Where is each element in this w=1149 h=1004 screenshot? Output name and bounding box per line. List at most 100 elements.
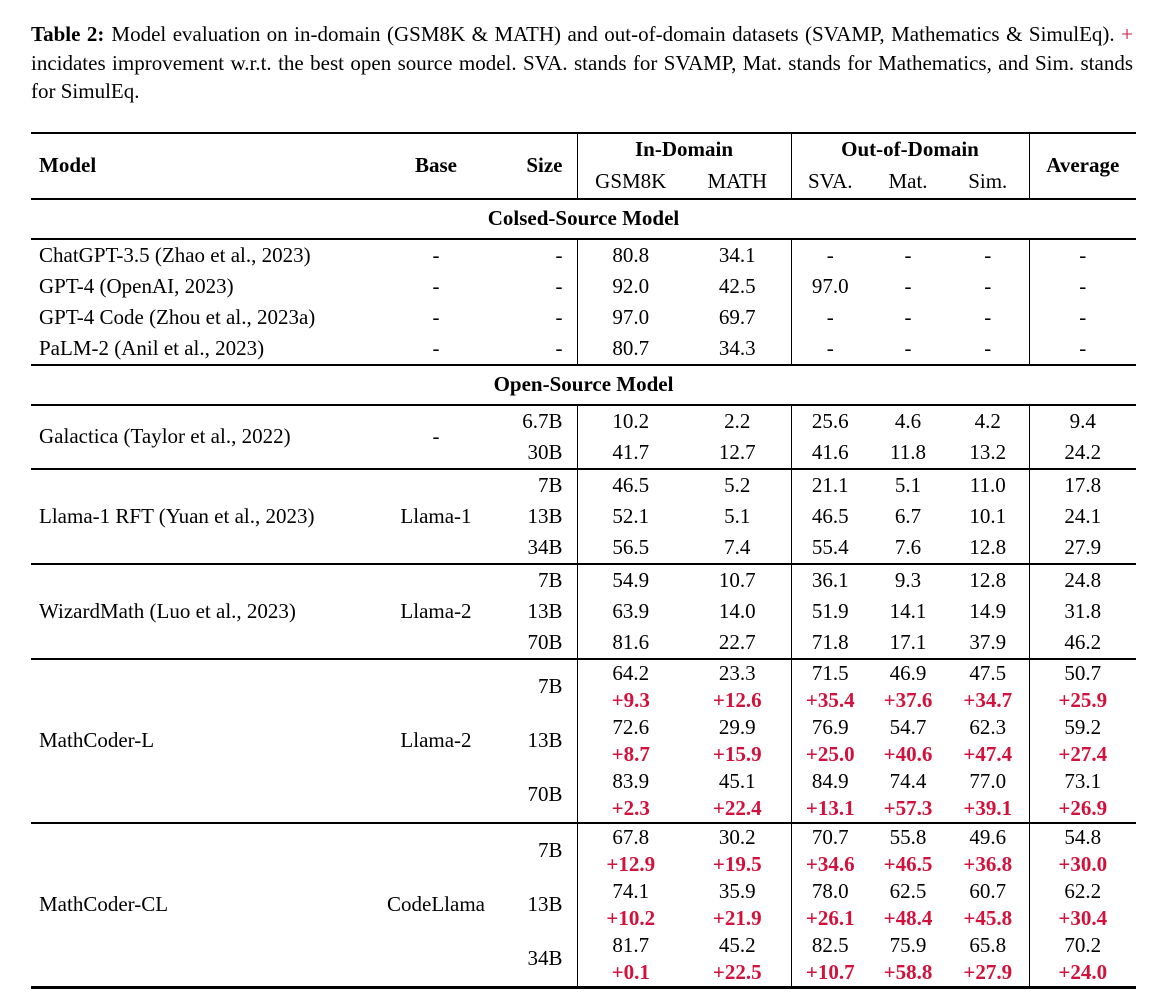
score-cell-svamp: - <box>790 238 869 271</box>
score-cell-gsm8k: 80.7 <box>576 332 684 365</box>
table-row-improvement: +8.7 +15.9 +25.0 +40.6 +47.4 +27.4 <box>31 740 1137 768</box>
score-cell-gsm8k: 10.2 <box>576 403 684 437</box>
score-cell-average: - <box>1028 270 1137 302</box>
base-model-cell: Llama-1 <box>386 467 486 564</box>
score-cell-simuleq: - <box>984 304 992 329</box>
base-model-cell: - <box>432 335 440 360</box>
improvement-cell-math: +12.6 <box>712 687 762 712</box>
score-cell-svamp: 21.1 <box>790 467 869 501</box>
table-row-values: WizardMath (Luo et al., 2023) Llama-2 7B 54… <box>31 562 1137 659</box>
score-cell-math: 22.7 <box>718 629 756 654</box>
score-cell-math: 35.9 <box>718 878 756 903</box>
score-cell-math: 14.0 <box>718 598 756 623</box>
score-cell-math: 34.1 <box>718 242 756 267</box>
score-cell-average: 59.2 <box>1028 713 1137 741</box>
score-cell-mathematics: 55.8 <box>869 821 947 851</box>
score-cell-average: - <box>1028 238 1137 271</box>
score-cell-average: 73.1 <box>1028 767 1137 795</box>
improvement-cell-average: +26.9 <box>1028 794 1137 823</box>
score-cell-gsm8k: 83.9 <box>576 767 684 795</box>
score-cell-simuleq: 49.6 <box>947 821 1030 851</box>
score-cell-mathematics: 14.1 <box>889 598 927 623</box>
score-cell-gsm8k: 52.1 <box>576 500 684 532</box>
score-cell-average: 54.8 <box>1028 821 1137 851</box>
improvement-cell-gsm8k: +9.3 <box>576 686 684 714</box>
score-cell-simuleq: 13.2 <box>969 439 1007 464</box>
improvement-cell-svamp: +34.6 <box>790 850 869 878</box>
improvement-cell-mathematics: +48.4 <box>883 905 933 930</box>
score-cell-svamp: 51.9 <box>790 595 869 627</box>
caption-text-before-plus: Model evaluation on in-domain (GSM8K & M… <box>111 22 1122 46</box>
model-size-cell: - <box>555 273 563 298</box>
section-title: Open-Source Model <box>31 363 1137 406</box>
model-size-cell: 70B <box>527 782 563 806</box>
score-cell-average: 70.2 <box>1028 931 1137 959</box>
table-row-improvement: +9.3 +12.6 +35.4 +37.6 +34.7 +25.9 <box>31 686 1137 714</box>
improvement-cell-math: +21.9 <box>712 905 762 930</box>
improvement-cell-simuleq: +34.7 <box>963 687 1013 712</box>
column-header-size: Size <box>526 153 563 177</box>
score-cell-simuleq: 4.2 <box>947 403 1030 437</box>
table-header: Model Base Size In-Domain Out-of-Domain … <box>31 132 1137 199</box>
score-cell-mathematics: 9.3 <box>869 562 947 596</box>
improvement-cell-svamp: +26.1 <box>790 904 869 932</box>
model-name-cell: WizardMath (Luo et al., 2023) <box>31 562 386 659</box>
score-cell-simuleq: 37.9 <box>969 629 1007 654</box>
table-row-values: 34B 56.5 7.4 55.4 7.6 12.8 27.9 <box>31 531 1137 564</box>
table-row-values: 13B 63.9 14.0 51.9 14.1 14.9 31.8 <box>31 595 1137 627</box>
base-model-cell: - <box>432 242 440 267</box>
improvement-cell-average: +30.4 <box>1028 904 1137 932</box>
section-title-row: Open-Source Model <box>31 363 1137 406</box>
score-cell-mathematics: 4.6 <box>869 403 947 437</box>
score-cell-svamp: 82.5 <box>790 931 869 959</box>
table-row-values: 13B 74.1 35.9 78.0 62.5 60.7 62.2 <box>31 877 1137 916</box>
score-cell-average: 24.1 <box>1028 500 1137 532</box>
model-size-cell: 70B <box>527 629 563 654</box>
column-header-mathematics: Mat. <box>888 169 928 193</box>
model-name-cell: Llama-1 RFT (Yuan et al., 2023) <box>31 467 386 564</box>
table-row-values: GPT-4 Code (Zhou et al., 2023a) - -97.0 69.… <box>31 301 1137 333</box>
column-header-base: Base <box>415 153 457 177</box>
model-name-cell: MathCoder-L <box>31 657 386 823</box>
score-cell-gsm8k: 74.1 <box>576 877 684 905</box>
improvement-cell-math: +22.5 <box>712 959 762 984</box>
model-size-cell: - <box>555 242 563 267</box>
caption-text-after-plus: incidates improvement w.r.t. the best op… <box>31 50 1133 104</box>
improvement-cell-svamp: +13.1 <box>790 794 869 823</box>
score-cell-math: 7.4 <box>724 534 751 559</box>
caption-label: Table 2: <box>31 22 105 46</box>
base-model-cell: - <box>432 304 440 329</box>
model-size-cell: 34B <box>527 534 563 559</box>
improvement-cell-average: +24.0 <box>1028 958 1137 987</box>
score-cell-average: - <box>1028 332 1137 365</box>
score-cell-mathematics: 6.7 <box>894 503 922 528</box>
score-cell-mathematics: 62.5 <box>889 878 927 903</box>
table-row-improvement: +12.9 +19.5 +34.6 +46.5 +36.8 +30.0 <box>31 850 1137 878</box>
score-cell-simuleq: 65.8 <box>969 932 1007 957</box>
header-row-datasets: GSM8K MATH SVA. Mat. Sim. <box>31 165 1136 199</box>
model-name-cell: ChatGPT-3.5 (Zhao et al., 2023) <box>39 242 311 267</box>
model-size-cell: 7B <box>486 657 577 714</box>
score-cell-svamp: - <box>790 301 869 333</box>
score-cell-math: 5.1 <box>724 503 751 528</box>
score-cell-svamp: 97.0 <box>790 270 869 302</box>
base-model-cell: - <box>386 403 486 469</box>
score-cell-svamp: - <box>790 332 869 365</box>
score-cell-simuleq: - <box>984 273 992 298</box>
model-size-cell: 6.7B <box>486 403 577 437</box>
score-cell-math: 69.7 <box>718 304 756 329</box>
column-group-in-domain: In-Domain <box>576 132 791 166</box>
column-header-model: Model <box>39 153 97 177</box>
score-cell-average: 46.2 <box>1028 626 1137 659</box>
table-row-values: MathCoder-CL CodeLlama 7B 67.8 30.2 70.7 55.8 4… <box>31 821 1137 987</box>
improvement-cell-svamp: +10.7 <box>790 958 869 987</box>
model-name-cell: PaLM-2 (Anil et al., 2023) <box>39 335 265 360</box>
score-cell-math: 10.7 <box>684 562 791 596</box>
model-size-cell: 13B <box>527 728 563 752</box>
improvement-cell-math: +19.5 <box>712 851 762 876</box>
column-group-out-of-domain: Out-of-Domain <box>790 132 1030 166</box>
model-name-cell: GPT-4 Code (Zhou et al., 2023a) <box>39 304 316 329</box>
table-row-values: Llama-1 RFT (Yuan et al., 2023) Llama-1 7B… <box>31 467 1137 564</box>
score-cell-math: 5.2 <box>684 467 791 501</box>
column-header-average: Average <box>1028 132 1137 199</box>
